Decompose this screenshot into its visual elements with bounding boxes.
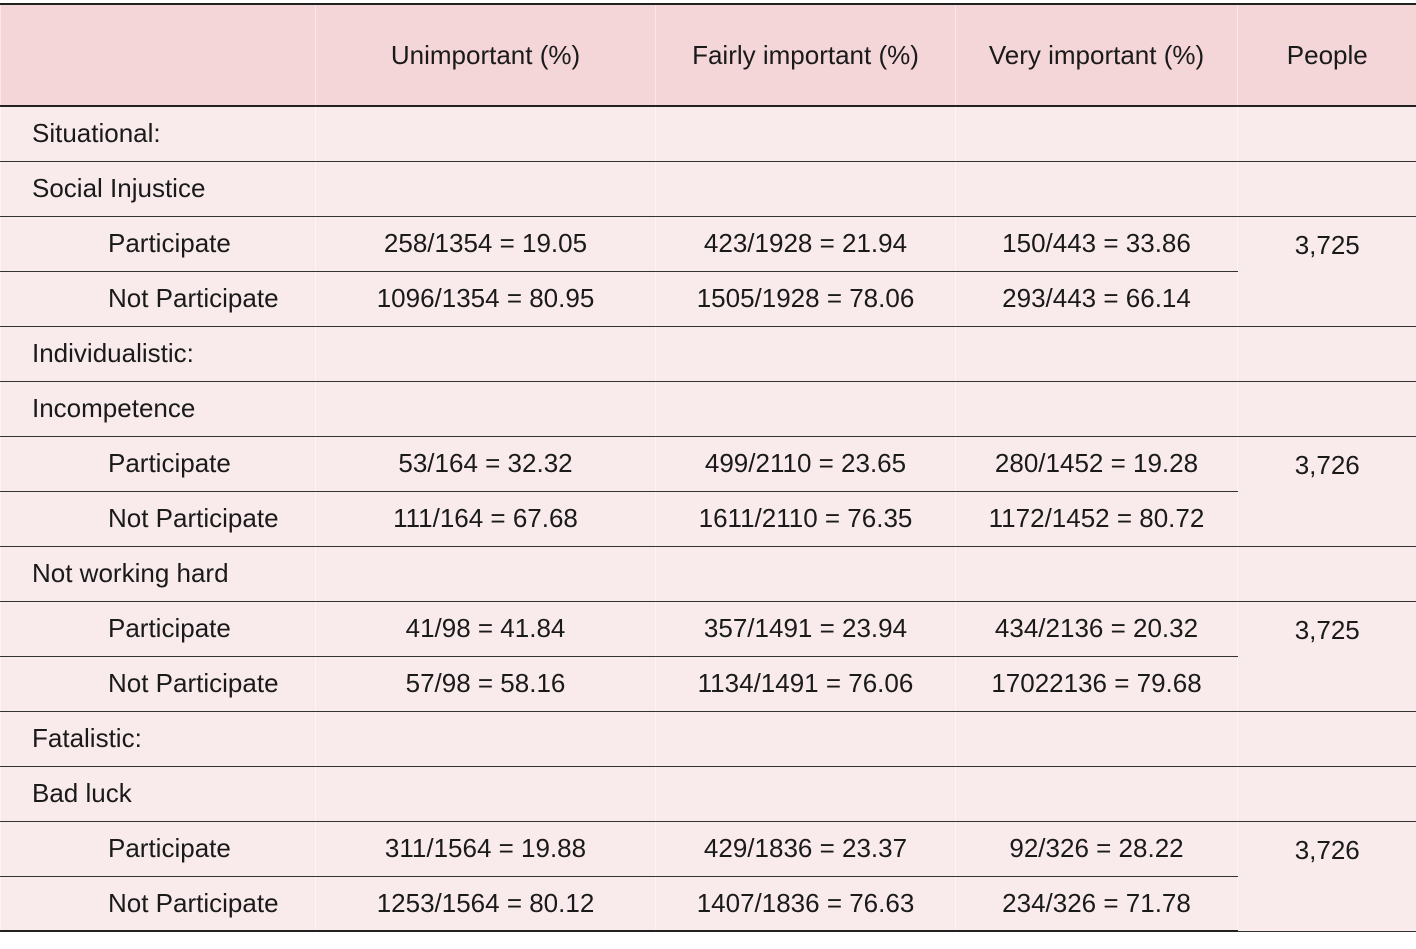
header-cell: Very important (%)	[955, 3, 1238, 107]
section-label: Incompetence	[0, 381, 316, 437]
table-row: Incompetence	[0, 381, 1416, 437]
section-label: Situational:	[0, 106, 316, 162]
value-cell: 1096/1354 = 80.95	[315, 271, 656, 327]
empty-cell	[655, 766, 956, 822]
table-row: Fatalistic:	[0, 711, 1416, 767]
empty-cell	[955, 161, 1238, 217]
value-cell: 434/2136 = 20.32	[955, 601, 1238, 657]
value-cell: 1134/1491 = 76.06	[655, 656, 956, 712]
people-cell: 3,725	[1237, 216, 1416, 327]
row-label: Not Participate	[0, 876, 316, 932]
results-table: Unimportant (%) Fairly important (%) Ver…	[0, 3, 1416, 932]
value-cell: 41/98 = 41.84	[315, 601, 656, 657]
empty-cell	[655, 161, 956, 217]
empty-cell	[1237, 381, 1416, 437]
people-cell: 3,726	[1237, 821, 1416, 932]
table-header: Unimportant (%) Fairly important (%) Ver…	[0, 3, 1416, 107]
empty-cell	[655, 711, 956, 767]
value-cell: 280/1452 = 19.28	[955, 436, 1238, 492]
value-cell: 57/98 = 58.16	[315, 656, 656, 712]
table-row: Participate 311/1564 = 19.88 429/1836 = 23…	[0, 821, 1416, 932]
section-label: Individualistic:	[0, 326, 316, 382]
empty-cell	[1237, 326, 1416, 382]
value-cell: 1505/1928 = 78.06	[655, 271, 956, 327]
value-cell: 92/326 = 28.22	[955, 821, 1238, 877]
empty-cell	[955, 326, 1238, 382]
row-label: Participate	[0, 821, 316, 877]
header-cell: People	[1237, 3, 1416, 107]
empty-cell	[315, 766, 656, 822]
row-label: Not Participate	[0, 491, 316, 547]
empty-cell	[655, 546, 956, 602]
people-cell: 3,726	[1237, 436, 1416, 547]
empty-cell	[955, 766, 1238, 822]
row-label: Not Participate	[0, 656, 316, 712]
table-row: Situational:	[0, 106, 1416, 162]
value-cell: 1253/1564 = 80.12	[315, 876, 656, 932]
empty-cell	[1237, 161, 1416, 217]
empty-cell	[655, 326, 956, 382]
empty-cell	[315, 161, 656, 217]
table-row: Individualistic:	[0, 326, 1416, 382]
value-cell: 258/1354 = 19.05	[315, 216, 656, 272]
value-cell: 1172/1452 = 80.72	[955, 491, 1238, 547]
empty-cell	[955, 381, 1238, 437]
empty-cell	[955, 711, 1238, 767]
empty-cell	[315, 381, 656, 437]
column-header: Unimportant (%)	[390, 39, 581, 70]
value-cell: 423/1928 = 21.94	[655, 216, 956, 272]
value-cell: 150/443 = 33.86	[955, 216, 1238, 272]
value-cell: 111/164 = 67.68	[315, 491, 656, 547]
column-header: People	[1286, 39, 1368, 70]
value-cell: 53/164 = 32.32	[315, 436, 656, 492]
table-row: Not working hard	[0, 546, 1416, 602]
column-header: Very important (%)	[988, 39, 1205, 70]
empty-cell	[1237, 766, 1416, 822]
table-row: Participate 53/164 = 32.32 499/2110 = 23.6…	[0, 436, 1416, 547]
empty-cell	[1237, 546, 1416, 602]
section-label: Social Injustice	[0, 161, 316, 217]
value-cell: 234/326 = 71.78	[955, 876, 1238, 932]
value-cell: 357/1491 = 23.94	[655, 601, 956, 657]
value-cell: 429/1836 = 23.37	[655, 821, 956, 877]
value-cell: 293/443 = 66.14	[955, 271, 1238, 327]
empty-cell	[315, 106, 656, 162]
column-header: Fairly important (%)	[692, 39, 919, 70]
section-label: Fatalistic:	[0, 711, 316, 767]
value-cell: 1611/2110 = 76.35	[655, 491, 956, 547]
empty-cell	[1237, 106, 1416, 162]
header-cell: Unimportant (%)	[315, 3, 656, 107]
section-label: Not working hard	[0, 546, 316, 602]
people-cell: 3,725	[1237, 601, 1416, 712]
row-label: Participate	[0, 216, 316, 272]
header-cell: Fairly important (%)	[655, 3, 956, 107]
empty-cell	[315, 326, 656, 382]
empty-cell	[655, 381, 956, 437]
empty-cell	[955, 106, 1238, 162]
empty-cell	[655, 106, 956, 162]
table-row: Not Participate 57/98 = 58.16 1134/1491 = …	[0, 656, 1416, 712]
table-row: Not Participate 1253/1564 = 80.12 1407/183…	[0, 876, 1416, 932]
value-cell: 1407/1836 = 76.63	[655, 876, 956, 932]
table-row: Social Injustice	[0, 161, 1416, 217]
table-body: Situational: Social Injustice Participate 2…	[0, 106, 1416, 932]
table-row: Not Participate 1096/1354 = 80.95 1505/192…	[0, 271, 1416, 327]
empty-cell	[1237, 711, 1416, 767]
row-label: Not Participate	[0, 271, 316, 327]
table-row: Not Participate 111/164 = 67.68 1611/2110 …	[0, 491, 1416, 547]
table-row: Participate 41/98 = 41.84 357/1491 = 23.94…	[0, 601, 1416, 712]
table-row: Participate 258/1354 = 19.05 423/1928 = 21…	[0, 216, 1416, 327]
table-row: Bad luck	[0, 766, 1416, 822]
section-label: Bad luck	[0, 766, 316, 822]
header-row: Unimportant (%) Fairly important (%) Ver…	[0, 3, 1416, 107]
empty-cell	[955, 546, 1238, 602]
empty-cell	[315, 711, 656, 767]
row-label: Participate	[0, 436, 316, 492]
empty-cell	[315, 546, 656, 602]
value-cell: 311/1564 = 19.88	[315, 821, 656, 877]
value-cell: 17022136 = 79.68	[955, 656, 1238, 712]
value-cell: 499/2110 = 23.65	[655, 436, 956, 492]
header-cell	[0, 3, 316, 107]
row-label: Participate	[0, 601, 316, 657]
